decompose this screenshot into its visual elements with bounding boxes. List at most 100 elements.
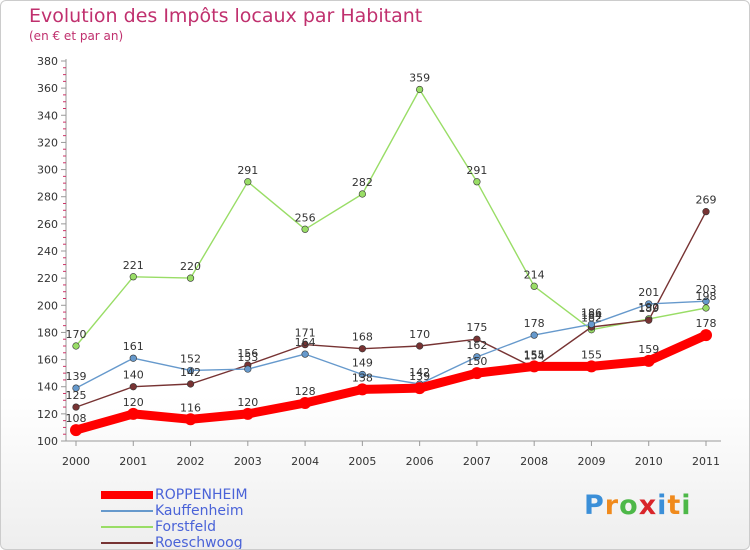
data-label-roeschwoog: 269 bbox=[696, 194, 717, 207]
data-point-roppenheim bbox=[184, 413, 197, 426]
data-label-roppenheim: 139 bbox=[409, 370, 430, 383]
x-tick-label: 2003 bbox=[234, 455, 262, 468]
y-tick-label: 360 bbox=[37, 82, 58, 95]
y-tick-label: 140 bbox=[37, 381, 58, 394]
data-point-roppenheim bbox=[70, 424, 82, 437]
y-tick-label: 160 bbox=[37, 354, 58, 367]
data-label-roeschwoog: 142 bbox=[180, 366, 201, 379]
data-point-roeschwoog bbox=[645, 316, 653, 324]
x-tick-label: 2004 bbox=[291, 455, 319, 468]
x-tick-label: 2007 bbox=[463, 455, 491, 468]
legend-swatch bbox=[101, 491, 153, 499]
series-line-roppenheim bbox=[71, 330, 711, 435]
legend-swatch bbox=[101, 526, 153, 528]
data-point-roeschwoog bbox=[301, 341, 309, 349]
data-point-roeschwoog bbox=[416, 342, 424, 350]
legend-swatch bbox=[101, 510, 153, 512]
x-tick-label: 2002 bbox=[177, 455, 205, 468]
data-point-forstfeld bbox=[72, 342, 80, 350]
y-tick-label: 280 bbox=[37, 191, 58, 204]
data-label-forstfeld: 198 bbox=[696, 290, 717, 303]
data-label-kauffenheim: 142 bbox=[409, 366, 430, 379]
data-point-forstfeld bbox=[473, 178, 481, 186]
data-label-roeschwoog: 184 bbox=[581, 309, 602, 322]
legend-label: Roeschwoog bbox=[155, 535, 243, 550]
legend-label: Kauffenheim bbox=[155, 503, 244, 519]
data-point-forstfeld bbox=[129, 273, 137, 281]
proxiti-logo: Proxiti bbox=[584, 490, 692, 521]
data-point-kauffenheim bbox=[72, 384, 80, 392]
data-point-kauffenheim bbox=[244, 365, 252, 373]
y-tick-label: 260 bbox=[37, 218, 58, 231]
data-label-forstfeld: 220 bbox=[180, 260, 201, 273]
data-label-forstfeld: 221 bbox=[123, 259, 144, 272]
data-point-roppenheim bbox=[700, 329, 712, 342]
data-point-roppenheim bbox=[585, 360, 598, 373]
legend-label: Forstfeld bbox=[155, 519, 216, 535]
data-label-roeschwoog: 175 bbox=[466, 321, 487, 334]
data-point-roeschwoog bbox=[702, 208, 710, 216]
data-point-kauffenheim bbox=[301, 350, 309, 358]
data-point-roeschwoog bbox=[186, 380, 195, 388]
chart-title: Evolution des Impôts locaux par Habitant bbox=[29, 5, 423, 27]
legend-swatch bbox=[101, 542, 153, 544]
data-label-roppenheim: 138 bbox=[352, 371, 373, 384]
data-label-kauffenheim: 152 bbox=[180, 352, 201, 365]
data-label-forstfeld: 291 bbox=[237, 164, 258, 177]
series-line-forstfeld bbox=[75, 88, 707, 347]
y-tick-label: 220 bbox=[37, 272, 58, 285]
chart-subtitle: (en € et par an) bbox=[29, 29, 124, 43]
legend-label: ROPPENHEIM bbox=[155, 487, 248, 503]
data-label-forstfeld: 282 bbox=[352, 176, 373, 189]
x-tick-label: 2009 bbox=[577, 455, 605, 468]
data-point-kauffenheim bbox=[645, 300, 653, 308]
data-point-forstfeld bbox=[244, 178, 252, 186]
data-label-roppenheim: 150 bbox=[466, 355, 487, 368]
logo-letter: x bbox=[638, 490, 658, 521]
data-label-forstfeld: 214 bbox=[524, 268, 545, 281]
data-label-kauffenheim: 164 bbox=[295, 336, 316, 349]
series-points bbox=[70, 85, 712, 437]
y-tick-label: 380 bbox=[37, 55, 58, 68]
logo-letter: t bbox=[667, 490, 682, 521]
data-label-roeschwoog: 154 bbox=[524, 350, 545, 363]
data-point-forstfeld bbox=[301, 225, 309, 233]
data-point-forstfeld bbox=[358, 190, 366, 198]
y-tick-label: 200 bbox=[37, 299, 58, 312]
data-point-forstfeld bbox=[702, 304, 710, 312]
x-tick-label: 2006 bbox=[406, 455, 434, 468]
data-label-roppenheim: 120 bbox=[123, 396, 144, 409]
data-point-kauffenheim bbox=[473, 353, 481, 361]
data-label-roppenheim: 128 bbox=[295, 385, 316, 398]
data-label-roppenheim: 108 bbox=[66, 412, 87, 425]
data-point-kauffenheim bbox=[186, 366, 195, 375]
data-label-forstfeld: 256 bbox=[295, 211, 316, 224]
logo-letter: o bbox=[619, 490, 639, 521]
data-point-roppenheim bbox=[241, 407, 254, 420]
x-tick-label: 2008 bbox=[520, 455, 548, 468]
series-line-roeschwoog bbox=[75, 210, 707, 408]
data-label-roeschwoog: 170 bbox=[409, 328, 430, 341]
y-tick-label: 120 bbox=[37, 408, 58, 421]
data-point-kauffenheim bbox=[530, 331, 538, 339]
y-tick-label: 300 bbox=[37, 164, 58, 177]
data-label-kauffenheim: 201 bbox=[638, 286, 659, 299]
data-label-kauffenheim: 162 bbox=[466, 339, 487, 352]
y-tick-label: 240 bbox=[37, 245, 58, 258]
data-label-roeschwoog: 189 bbox=[638, 302, 659, 315]
data-label-kauffenheim: 203 bbox=[696, 283, 717, 296]
x-tick-label: 2011 bbox=[692, 455, 720, 468]
logo-letter: P bbox=[584, 490, 605, 521]
data-label-roppenheim: 159 bbox=[638, 343, 659, 356]
data-label-roeschwoog: 156 bbox=[237, 347, 258, 360]
legend-item: Roeschwoog bbox=[101, 535, 248, 550]
y-tick-label: 340 bbox=[37, 109, 58, 122]
logo-letter: i bbox=[657, 490, 668, 521]
data-point-roeschwoog bbox=[473, 335, 481, 343]
data-label-kauffenheim: 186 bbox=[581, 306, 602, 319]
data-label-roeschwoog: 168 bbox=[352, 331, 373, 344]
data-point-forstfeld bbox=[186, 274, 195, 282]
legend-item: Forstfeld bbox=[101, 519, 248, 535]
